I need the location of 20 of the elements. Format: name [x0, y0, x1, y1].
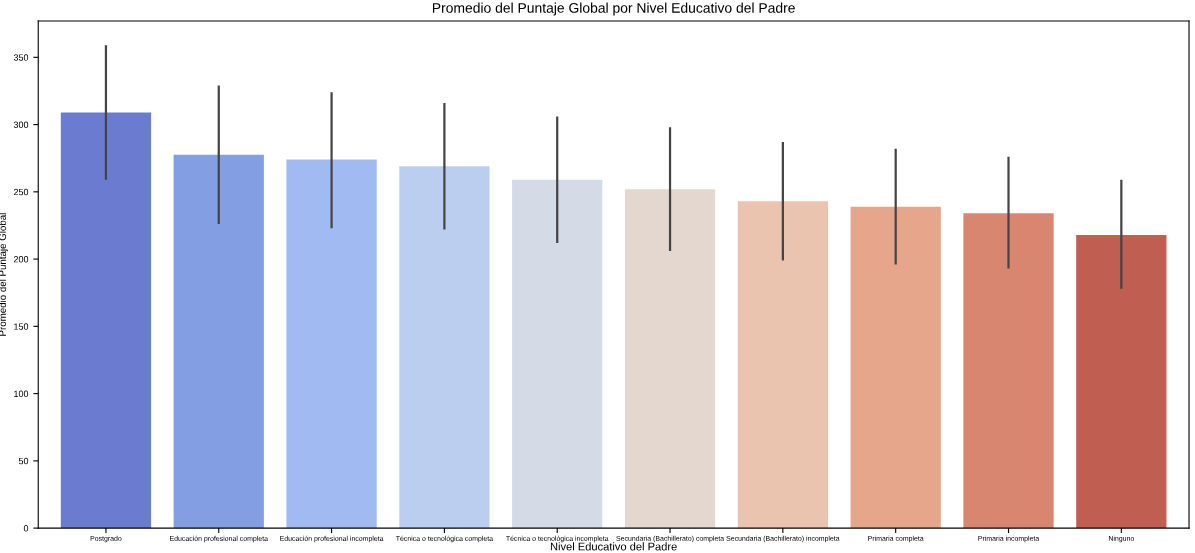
- y-tick-label: 150: [14, 323, 29, 330]
- bar: [1076, 234, 1167, 529]
- y-tick-label: 0: [23, 525, 29, 532]
- bar: [624, 189, 716, 529]
- chart-title: Promedio del Puntaje Global por Nivel Educativo del Padre: [432, 2, 795, 16]
- bar: [963, 213, 1054, 529]
- x-axis-title: Nivel Educativo del Padre: [550, 542, 677, 551]
- bar: [737, 201, 828, 529]
- bar: [399, 166, 490, 529]
- y-tick-label: 350: [13, 54, 29, 61]
- bar: [60, 112, 152, 529]
- y-tick-label: 300: [13, 121, 29, 128]
- y-tick-label: 100: [14, 390, 29, 397]
- bar: [286, 159, 377, 529]
- y-tick-label: 200: [13, 256, 29, 263]
- bar: [512, 179, 603, 529]
- bar: [173, 154, 264, 529]
- bar: [850, 206, 941, 529]
- y-tick-label: 250: [13, 188, 29, 196]
- y-tick-label: 50: [18, 457, 29, 465]
